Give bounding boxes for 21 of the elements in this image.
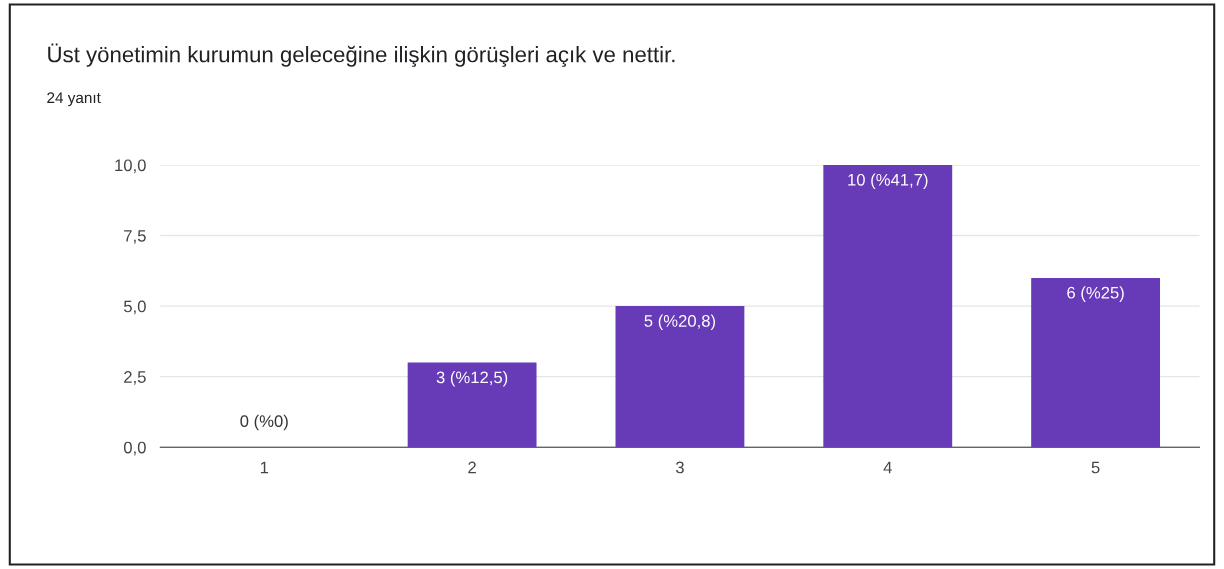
data-label: 10 (%41,7): [848, 173, 928, 190]
y-tick-label: 5,0: [123, 300, 146, 315]
x-tick-label: 1: [260, 461, 269, 474]
chart-title: Üst yönetimin kurumun geleceğine ilişkin görüşleri açık ve nettir.: [48, 43, 675, 67]
data-label: 3 (%12,5): [436, 371, 508, 387]
y-tick-label: 7,5: [124, 230, 146, 244]
x-tick-label: 5: [1091, 461, 1100, 474]
y-tick-label: 10,0: [115, 159, 146, 174]
bar: [1031, 277, 1161, 448]
chart-subtitle: 24 yanıt: [47, 92, 101, 107]
data-label: 0 (%0): [240, 414, 288, 431]
data-label: 5 (%20,8): [644, 314, 716, 331]
x-tick-label: 2: [468, 461, 476, 474]
data-label: 6 (%25): [1067, 286, 1124, 302]
y-tick-label: 2,5: [124, 371, 146, 385]
bar: [823, 165, 953, 448]
x-tick-label: 4: [883, 461, 892, 474]
bar: [407, 362, 537, 448]
x-tick-label: 3: [675, 461, 684, 474]
bar: [615, 306, 745, 448]
y-tick-label: 0,0: [123, 441, 146, 456]
